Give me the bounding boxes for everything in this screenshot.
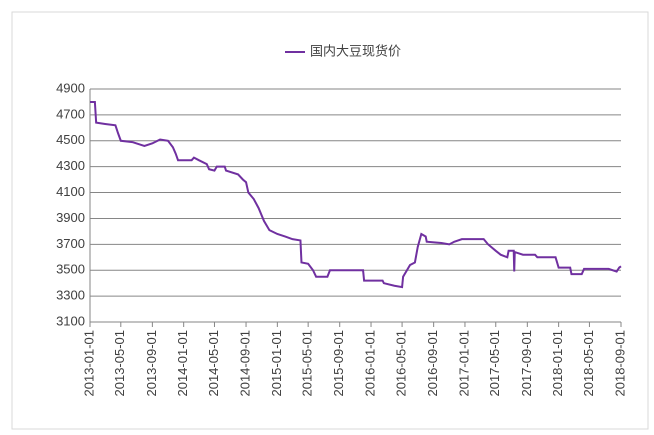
x-tick-label: 2018-01-01: [550, 330, 565, 397]
y-tick-label: 3900: [56, 210, 85, 225]
x-tick-label: 2016-05-01: [394, 330, 409, 397]
x-tick-label: 2018-05-01: [581, 330, 596, 397]
y-tick-label: 4900: [56, 80, 85, 95]
x-tick-label: 2016-09-01: [425, 330, 440, 397]
data-line: [90, 100, 622, 289]
y-tick-label: 4700: [56, 106, 85, 121]
legend-label: 国内大豆现货价: [310, 43, 401, 58]
x-tick-label: 2013-01-01: [81, 330, 96, 397]
y-tick-label: 4100: [56, 184, 85, 199]
x-tick-label: 2017-05-01: [487, 330, 502, 397]
x-tick-label: 2015-05-01: [300, 330, 315, 397]
y-tick-label: 3100: [56, 313, 85, 328]
x-tick-label: 2017-09-01: [519, 330, 534, 397]
x-tick-label: 2013-09-01: [144, 330, 159, 397]
x-tick-label: 2013-05-01: [112, 330, 127, 397]
x-tick-label: 2014-05-01: [206, 330, 221, 397]
chart-border: [11, 11, 649, 430]
y-tick-label: 3500: [56, 262, 85, 277]
x-tick-label: 2015-09-01: [331, 330, 346, 397]
x-tick-label: 2014-01-01: [175, 330, 190, 397]
y-tick-label: 3700: [56, 236, 85, 251]
x-tick-label: 2017-01-01: [456, 330, 471, 397]
x-tick-label: 2018-09-01: [612, 330, 627, 397]
x-tick-label: 2014-09-01: [237, 330, 252, 397]
y-tick-label: 4500: [56, 132, 85, 147]
x-tick-label: 2015-01-01: [269, 330, 284, 397]
x-tick-label: 2016-01-01: [362, 330, 377, 397]
y-tick-label: 3300: [56, 288, 85, 303]
y-tick-label: 4300: [56, 158, 85, 173]
